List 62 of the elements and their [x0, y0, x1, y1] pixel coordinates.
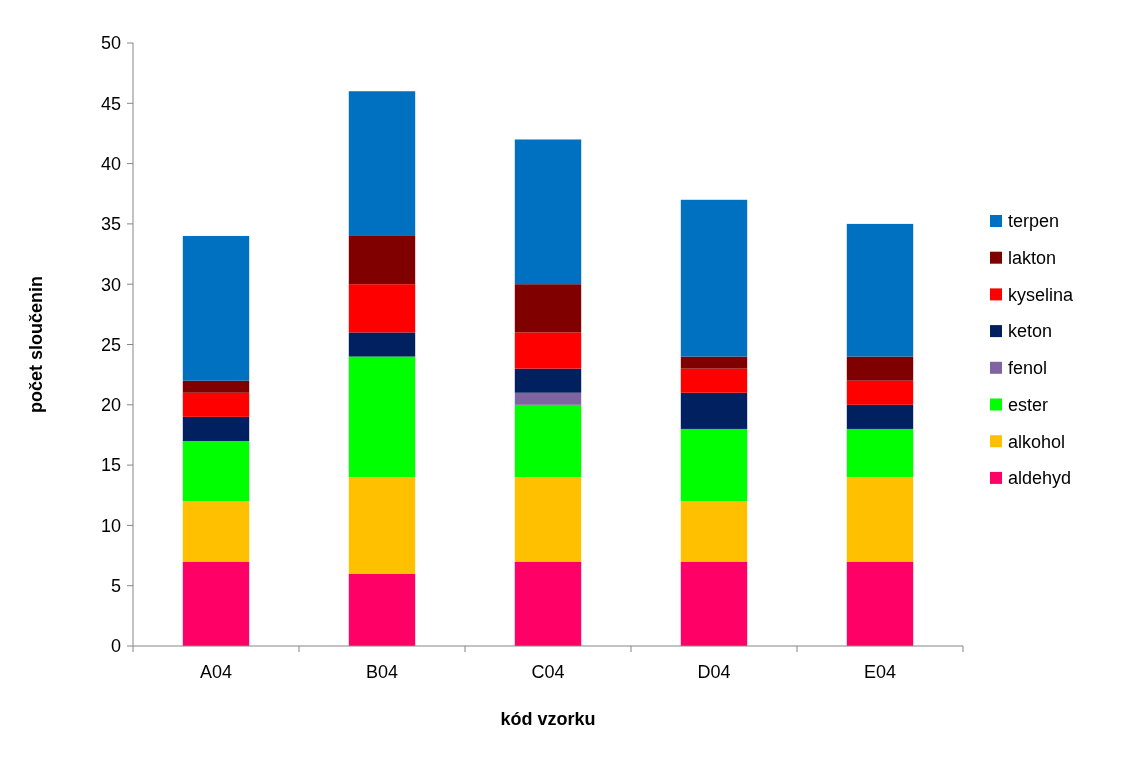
bar [348, 332, 416, 357]
legend-label: fenol [1008, 358, 1048, 379]
bar [846, 356, 914, 381]
y-tick-label: 40 [100, 153, 121, 174]
legend-label: lakton [1008, 248, 1057, 268]
bar [514, 477, 582, 562]
y-tick-label: 45 [100, 93, 121, 114]
y-tick-label: 20 [100, 395, 121, 416]
y-tick-label: 25 [100, 334, 121, 355]
bar [846, 380, 914, 405]
bar [846, 404, 914, 429]
bar [182, 501, 250, 562]
legend-label: alkohol [1008, 431, 1066, 452]
x-tick-label: A04 [199, 662, 233, 682]
bar [846, 561, 914, 646]
bar [514, 332, 582, 369]
x-tick-label: E04 [863, 662, 897, 682]
bar [680, 428, 748, 502]
y-tick-label: 15 [100, 455, 121, 476]
legend-label: keton [1008, 321, 1053, 342]
y-tick-label: 0 [110, 636, 121, 657]
y-tick-label: 5 [110, 576, 121, 596]
bar [348, 356, 416, 478]
bar [514, 392, 582, 405]
bar [348, 91, 416, 236]
bar [846, 428, 914, 478]
bar [514, 368, 582, 393]
bar [846, 223, 914, 357]
bar [514, 404, 582, 478]
x-tick-label: D04 [697, 662, 731, 682]
bar [680, 199, 748, 357]
bar [514, 284, 582, 333]
bar [680, 561, 748, 646]
bar [348, 284, 416, 333]
bar [514, 139, 582, 285]
bar [348, 235, 416, 285]
x-tick-label: C04 [531, 662, 565, 682]
x-axis-title: kód vzorku [500, 709, 596, 729]
y-axis-title: počet sloučenin [26, 275, 46, 414]
y-tick-label: 35 [100, 214, 121, 235]
bar [348, 477, 416, 574]
bar [182, 392, 250, 417]
x-tick-label: B04 [365, 662, 399, 682]
bar [182, 561, 250, 646]
y-tick-label: 10 [100, 515, 121, 536]
y-tick-label: 50 [100, 33, 121, 54]
bar [348, 573, 416, 646]
y-tick-label: 30 [100, 274, 121, 295]
bar [182, 235, 250, 381]
legend-label: aldehyd [1008, 468, 1072, 489]
bar [514, 561, 582, 646]
legend-label: terpen [1008, 211, 1060, 232]
bar [182, 440, 250, 502]
bar [680, 356, 748, 369]
legend-label: kyselina [1008, 284, 1075, 305]
bar [182, 380, 250, 393]
bar [680, 368, 748, 393]
legend-label: ester [1008, 394, 1049, 415]
bar [182, 416, 250, 441]
bar [846, 477, 914, 562]
bar [680, 501, 748, 562]
bar [680, 392, 748, 429]
